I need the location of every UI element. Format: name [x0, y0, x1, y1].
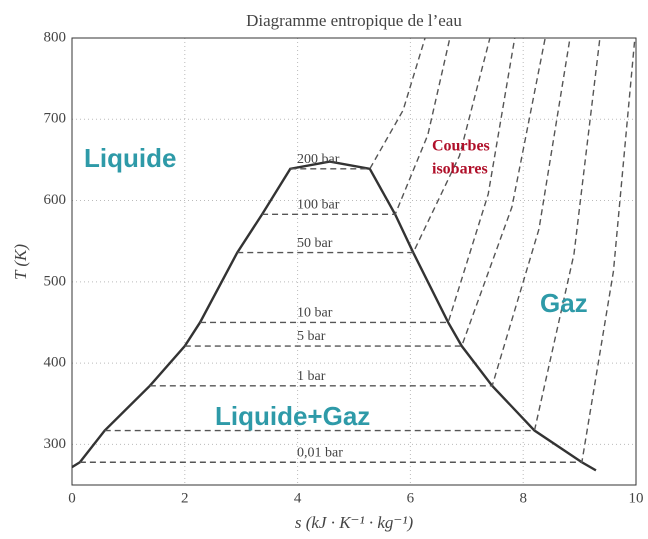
isobar-line: [262, 37, 451, 216]
annotation: Gaz: [540, 288, 588, 318]
plot-frame: [71, 37, 637, 486]
annotation: isobares: [432, 161, 488, 178]
isobar-label: 200 bar: [297, 152, 340, 167]
isobar-line: [184, 37, 546, 347]
x-tick-label: 10: [629, 490, 644, 506]
x-tick-label: 2: [181, 490, 189, 506]
y-tick-label: 600: [44, 192, 67, 208]
annotation: Courbes: [432, 138, 490, 155]
y-tick-label: 300: [44, 436, 67, 452]
y-tick-label: 700: [44, 111, 67, 127]
x-tick-label: 4: [294, 490, 302, 506]
y-tick-label: 400: [44, 355, 67, 371]
annotation: Liquide: [84, 143, 176, 173]
isobar-line: [104, 37, 601, 432]
isobar-line: [237, 37, 491, 254]
isobar-label: 50 bar: [297, 236, 333, 251]
y-axis-label: T (K): [11, 244, 30, 280]
x-tick-label: 8: [519, 490, 527, 506]
isobar-label: 5 bar: [297, 329, 326, 344]
x-tick-label: 6: [407, 490, 415, 506]
isobar-label: 10 bar: [297, 306, 333, 321]
chart-title: Diagramme entropique de l’eau: [246, 11, 462, 30]
isobar-line: [200, 37, 516, 324]
isobar-line: [79, 37, 636, 463]
isobar-line: [149, 37, 571, 387]
x-tick-label: 0: [68, 490, 76, 506]
y-tick-label: 800: [44, 29, 67, 45]
isobar-label: 1 bar: [297, 369, 326, 384]
y-tick-label: 500: [44, 273, 67, 289]
isobar-label: 0,01 bar: [297, 445, 343, 460]
isobar-label: 100 bar: [297, 198, 340, 213]
x-axis-label: s (kJ · K⁻¹ · kg⁻¹): [295, 513, 414, 532]
annotation: Liquide+Gaz: [215, 401, 370, 431]
isobar-line: [290, 37, 426, 170]
